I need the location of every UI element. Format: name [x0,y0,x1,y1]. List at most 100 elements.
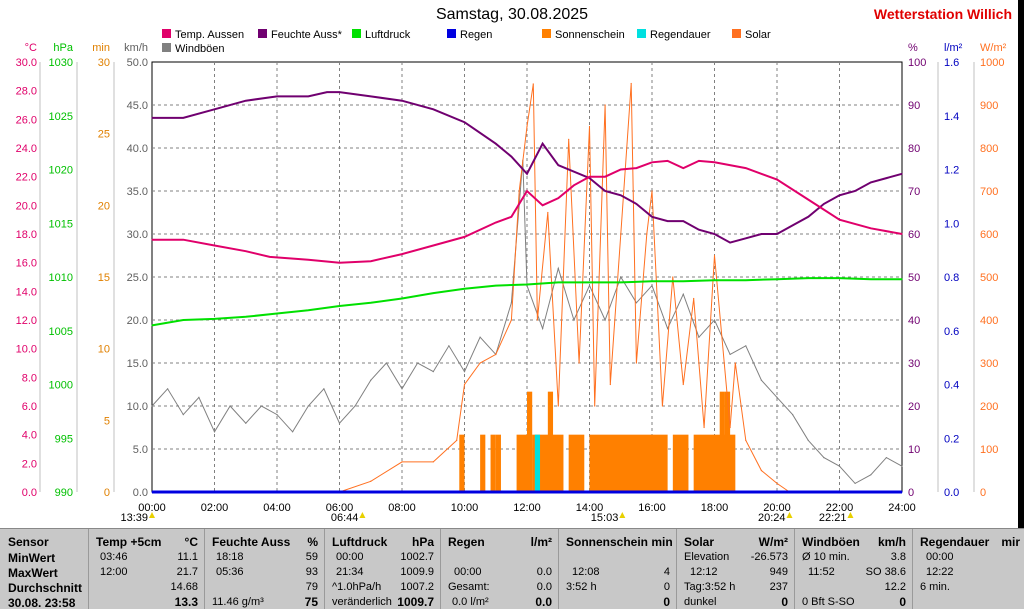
pressure-tick-label: 1005 [49,326,73,338]
data-point [682,293,684,295]
solar-elevation: -26.573 [750,551,788,563]
rain-tick-label: 0.8 [944,272,959,284]
data-point [667,220,669,222]
data-point [151,491,153,493]
minutes-tick-label: 15 [98,272,110,284]
humidity-abs: 11.46 g/m³ [212,596,264,608]
pressure-trend: ^1.0hPa/h [332,581,382,593]
data-point [182,319,184,321]
pressure-tick-label: 1025 [49,111,73,123]
legend-label: Solar [745,29,771,41]
data-point [604,176,606,178]
solar-tick-label: 500 [980,272,998,284]
data-point [307,309,309,311]
legend-label: Sonnenschein [555,29,625,41]
legend-label: Regen [460,29,492,41]
data-point [838,277,841,279]
data-point [151,239,153,241]
data-point [532,83,534,85]
temp-tick-label: 28.0 [16,86,37,98]
sunshine-bar [719,391,725,492]
data-point [151,117,153,119]
x-tick-label: 10:00 [451,502,479,514]
wind-axis-unit: km/h [124,42,148,54]
data-point [729,353,731,355]
data-point [245,422,247,424]
rain-tick-label: 1.2 [944,165,959,177]
rain-tick-label: 1.0 [944,218,959,230]
solar-day: 237 [769,581,788,593]
data-point [604,319,606,321]
data-point [760,233,762,235]
humidity-avg: 79 [305,581,318,593]
data-point [542,328,544,330]
sunshine-bar [672,434,689,492]
sunshine-bar [724,391,731,492]
chart-title: Samstag, 30.08.2025 [435,6,589,23]
temp-tick-label: 4.0 [22,430,37,442]
data-point [338,262,341,264]
stats-temp-unit: °C [184,535,198,549]
data-point [370,480,372,482]
data-point [568,138,570,140]
data-point [901,233,903,235]
data-point [713,233,716,235]
data-point [745,167,747,169]
data-point [432,292,434,294]
data-point [573,319,575,321]
temp-current: 13.3 [174,595,198,609]
raindur-duration: 6 min. [920,581,950,593]
data-point [870,278,872,280]
data-point [510,319,512,321]
data-point [182,239,184,241]
data-point [693,297,695,300]
data-point [182,117,184,119]
data-point [213,431,216,433]
data-point [776,278,778,280]
data-point [698,336,700,338]
data-point [432,371,434,373]
rain-rate: 0.0 l/m² [452,596,489,608]
marker-arrow [786,512,793,518]
humidity-max-time: 05:36 [216,566,244,578]
data-point [526,173,528,175]
data-point [792,414,794,416]
data-point [526,125,528,128]
stats-row-current-label: 30.08. 23:58 [8,596,76,610]
data-point [456,439,458,441]
pressure-tick-label: 1015 [49,218,73,230]
humidity-tick-label: 60 [908,229,920,241]
solar-max: 949 [769,566,788,578]
data-point [385,362,387,364]
wind-tick-label: 45.0 [127,100,148,112]
solar-tick-label: 600 [980,229,998,241]
data-point [479,336,481,338]
sunshine-bar [495,434,501,492]
sunshine-bar [589,434,668,492]
temp-tick-label: 20.0 [16,200,37,212]
stats-humidity-unit: % [307,535,318,549]
x-tick-label: 00:00 [138,502,166,514]
data-point [323,388,325,390]
stats-humidity-column: Feuchte Auss % 18:18 59 05:36 93 79 11.4… [204,529,325,609]
wind-current: 0 [899,595,906,609]
data-point [245,250,247,252]
data-point [213,318,216,320]
sunshine-bar [490,434,496,492]
data-point [213,108,216,110]
temp-max: 21.7 [176,566,198,578]
sunshine-max-time: 12:08 [572,566,600,578]
data-point [661,405,664,407]
humidity-tick-label: 0 [908,487,914,499]
data-point [703,426,705,429]
temp-tick-label: 6.0 [22,401,37,413]
stats-row-max-label: MaxWert [8,566,58,580]
data-point [713,161,716,163]
raindur-min-time: 00:00 [926,551,954,563]
data-point [620,194,622,196]
sunshine-bar [527,391,533,492]
pressure-tick-label: 995 [55,433,73,445]
legend-swatch [258,29,267,38]
data-point [682,167,684,169]
data-point [604,190,606,192]
